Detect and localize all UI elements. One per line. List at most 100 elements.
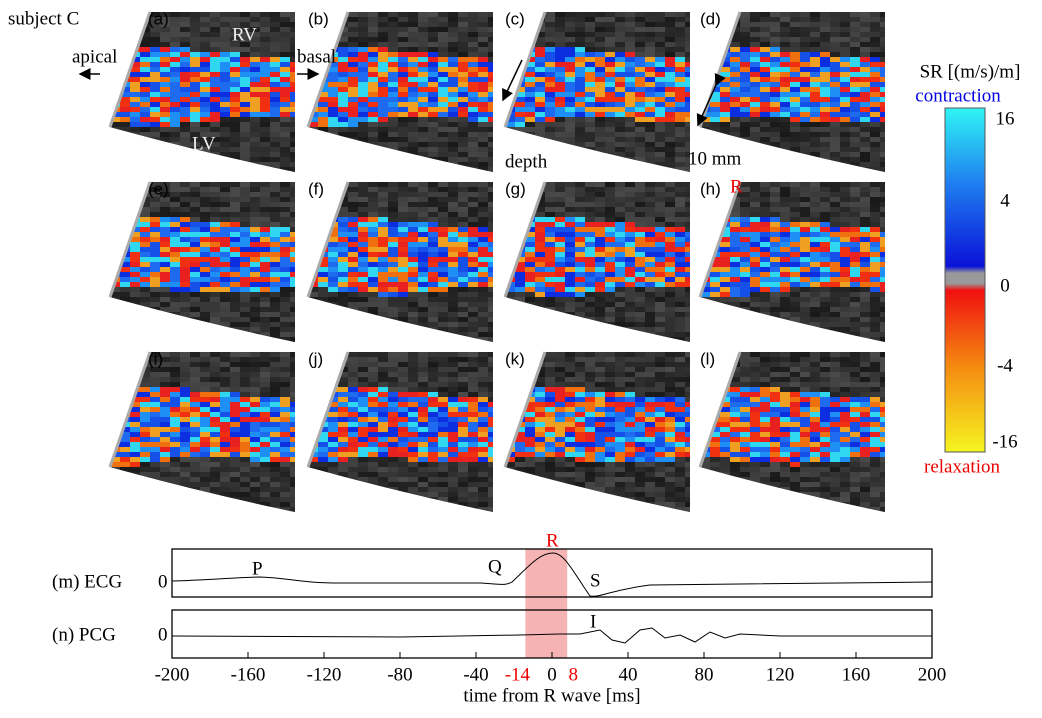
panel-cell — [800, 227, 810, 232]
panel-cell — [308, 92, 318, 97]
panel-cell — [130, 277, 140, 282]
panel-cell — [685, 257, 695, 262]
panel-cell — [220, 167, 230, 172]
panel-cell — [368, 252, 378, 257]
panel-cell — [230, 72, 240, 77]
panel-cell — [535, 337, 545, 342]
panel-cell — [850, 117, 860, 122]
panel-cell — [710, 52, 720, 57]
panel-cell — [685, 142, 695, 147]
panel-cell — [160, 167, 170, 172]
panel-cell — [870, 222, 880, 227]
panel-cell — [160, 282, 170, 287]
panel-cell — [448, 322, 458, 327]
panel-cell — [428, 202, 438, 207]
panel-cell — [280, 187, 290, 192]
panel-cell — [575, 197, 585, 202]
panel-cell — [180, 57, 190, 62]
panel-cell — [800, 137, 810, 142]
panel-cell — [830, 187, 840, 192]
panel-cell — [740, 57, 750, 62]
panel-cell — [645, 82, 655, 87]
panel-cell — [200, 72, 210, 77]
panel-cell — [408, 277, 418, 282]
panel-cell — [595, 342, 605, 347]
panel-cell — [190, 342, 200, 347]
panel-cell — [190, 102, 200, 107]
panel-cell — [780, 147, 790, 152]
panel-cell — [488, 222, 498, 227]
panel-cell — [585, 337, 595, 342]
panel-cell — [635, 137, 645, 142]
panel-cell — [260, 317, 270, 322]
panel-cell — [595, 42, 605, 47]
panel-cell — [545, 107, 555, 112]
panel-cell — [780, 252, 790, 257]
panel-cell — [635, 342, 645, 347]
panel-cell — [800, 157, 810, 162]
panel-cell — [428, 32, 438, 37]
panel-cell — [140, 222, 150, 227]
panel-cell — [525, 247, 535, 252]
panel-cell — [180, 262, 190, 267]
panel-cell — [210, 157, 220, 162]
panel-cell — [750, 257, 760, 262]
panel-cell — [555, 92, 565, 97]
panel-cell — [140, 87, 150, 92]
panel-cell — [190, 282, 200, 287]
panel-image — [308, 12, 498, 177]
panel-cell — [565, 252, 575, 257]
panel-cell — [180, 317, 190, 322]
panel-cell — [880, 12, 890, 17]
panel-cell — [830, 152, 840, 157]
panel-cell — [685, 287, 695, 292]
panel-cell — [740, 82, 750, 87]
panel-cell — [585, 117, 595, 122]
panel-cell — [860, 72, 870, 77]
panel-cell — [240, 107, 250, 112]
panel-cell — [780, 122, 790, 127]
panel-cell — [730, 247, 740, 252]
panel-cell — [478, 197, 488, 202]
panel-cell — [830, 82, 840, 87]
panel-cell — [398, 227, 408, 232]
panel-cell — [388, 32, 398, 37]
panel-cell — [525, 17, 535, 22]
panel-cell — [505, 137, 515, 142]
panel-cell — [170, 302, 180, 307]
panel-cell — [478, 297, 488, 302]
panel-cell — [700, 42, 710, 47]
panel-cell — [770, 257, 780, 262]
panel-cell — [120, 52, 130, 57]
panel-cell — [260, 312, 270, 317]
panel-cell — [790, 307, 800, 312]
panel-cell — [348, 312, 358, 317]
panel-cell — [428, 307, 438, 312]
panel-cell — [730, 52, 740, 57]
panel-cell — [120, 27, 130, 32]
panel-cell — [605, 147, 615, 152]
panel-cell — [388, 77, 398, 82]
panel-cell — [428, 132, 438, 137]
panel-cell — [605, 57, 615, 62]
panel-cell — [820, 247, 830, 252]
panel-cell — [635, 82, 645, 87]
panel-cell — [505, 337, 515, 342]
panel-cell — [585, 112, 595, 117]
panel-cell — [810, 137, 820, 142]
panel-cell — [740, 47, 750, 52]
panel-cell — [645, 97, 655, 102]
panel-cell — [280, 217, 290, 222]
panel-cell — [565, 92, 575, 97]
panel-cell — [150, 317, 160, 322]
panel-cell — [438, 42, 448, 47]
panel-cell — [810, 167, 820, 172]
panel-cell — [240, 207, 250, 212]
panel-cell — [685, 292, 695, 297]
panel-cell — [525, 292, 535, 297]
panel-cell — [655, 217, 665, 222]
panel-cell — [368, 47, 378, 52]
panel-cell — [770, 42, 780, 47]
panel-cell — [220, 192, 230, 197]
panel-cell — [398, 162, 408, 167]
